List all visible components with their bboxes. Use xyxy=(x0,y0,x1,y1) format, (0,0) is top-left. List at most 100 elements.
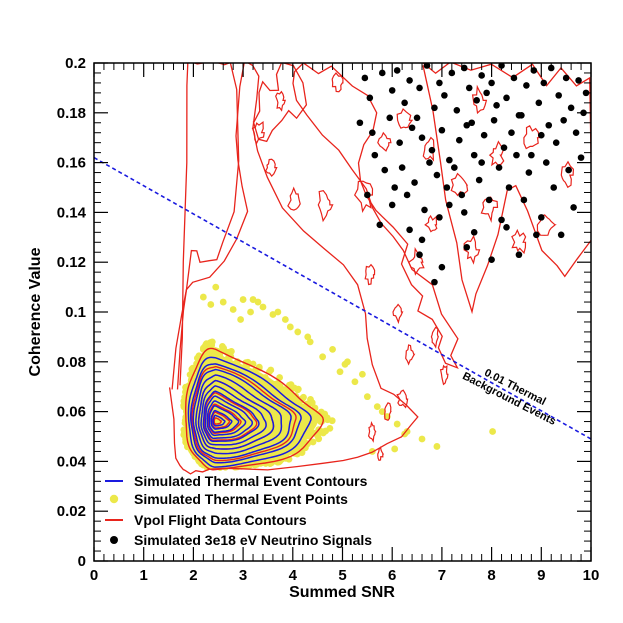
legend-label-vpol-contours: Vpol Flight Data Contours xyxy=(134,512,307,528)
vpol-contour xyxy=(185,347,325,471)
neutrino-signal-point xyxy=(433,171,441,179)
neutrino-signal-point xyxy=(436,79,443,87)
thermal-point xyxy=(328,417,336,425)
thermal-outlier-point xyxy=(207,301,215,308)
thermal-point xyxy=(300,404,307,412)
y-tick-label: 0.1 xyxy=(65,304,86,321)
thermal-outlier-point xyxy=(373,403,381,411)
y-tick-label: 0.16 xyxy=(57,155,86,172)
neutrino-signal-point xyxy=(515,251,523,259)
neutrino-signal-point xyxy=(361,74,369,82)
thermal-outlier-point xyxy=(319,353,327,361)
thermal-outlier-point xyxy=(391,445,399,453)
neutrino-signal-point xyxy=(431,104,438,112)
neutrino-signal-point xyxy=(513,151,520,159)
neutrino-signal-point xyxy=(403,191,411,199)
neutrino-signal-point xyxy=(575,77,582,84)
thermal-point xyxy=(287,381,295,389)
neutrino-signal-point xyxy=(478,159,485,166)
legend-marker-neutrino xyxy=(110,536,118,544)
neutrino-signal-point xyxy=(398,164,406,171)
thermal-contour xyxy=(195,374,283,455)
x-tick-label: 2 xyxy=(189,567,197,584)
vpol-contour-island xyxy=(405,344,416,366)
neutrino-signal-point xyxy=(386,114,394,122)
neutrino-signal-point xyxy=(376,221,384,229)
thermal-point xyxy=(314,432,321,440)
neutrino-signal-points xyxy=(356,63,590,286)
neutrino-signal-point xyxy=(503,224,510,231)
neutrino-signal-point xyxy=(423,63,431,69)
vpol-contour-island xyxy=(384,402,392,422)
neutrino-signal-point xyxy=(406,77,413,84)
vpol-contour-outer xyxy=(252,63,308,143)
vpol-contour-island xyxy=(251,121,265,145)
neutrino-signal-point xyxy=(518,111,525,119)
legend: Simulated Thermal Event Contours Simulat… xyxy=(105,473,372,548)
thermal-point xyxy=(200,344,207,352)
neutrino-signal-point xyxy=(530,67,538,74)
neutrino-signal-point xyxy=(378,69,386,77)
thermal-point xyxy=(276,382,284,390)
thermal-outlier-point xyxy=(433,443,441,450)
neutrino-signal-point xyxy=(560,116,567,124)
neutrino-signal-point xyxy=(498,216,505,224)
thermal-point xyxy=(314,413,322,420)
thermal-outlier-point xyxy=(358,370,366,378)
neutrino-signal-point xyxy=(441,92,448,99)
x-tick-label: 5 xyxy=(338,567,346,584)
neutrino-signal-point xyxy=(508,129,515,137)
x-tick-label: 6 xyxy=(388,567,396,584)
y-tick-label: 0.12 xyxy=(57,254,86,271)
y-tick-label: 0.06 xyxy=(57,404,86,421)
thermal-contour xyxy=(208,405,240,434)
neutrino-signal-point xyxy=(446,156,453,164)
thermal-outlier-point xyxy=(351,378,359,386)
thermal-contour xyxy=(190,363,302,464)
thermal-outlier-point xyxy=(219,298,227,306)
neutrino-signal-point xyxy=(503,94,510,102)
x-tick-label: 7 xyxy=(438,567,446,584)
neutrino-signal-point xyxy=(572,129,580,137)
x-tick-label: 4 xyxy=(289,567,298,584)
thermal-point xyxy=(326,425,334,432)
neutrino-signal-point xyxy=(538,131,545,139)
neutrino-signal-point xyxy=(555,92,562,99)
vpol-contour-island xyxy=(471,84,488,115)
vpol-contour-island xyxy=(317,190,334,223)
y-tick-label: 0.14 xyxy=(57,204,87,221)
thermal-contour xyxy=(200,385,267,446)
x-tick-label: 3 xyxy=(239,567,247,584)
x-axis-title: Summed SNR xyxy=(289,584,395,601)
neutrino-signal-point xyxy=(393,67,401,74)
neutrino-signal-point xyxy=(565,166,572,174)
vpol-contour-outer xyxy=(422,63,591,315)
thermal-contour xyxy=(212,414,226,427)
y-tick-label: 0.08 xyxy=(57,354,86,371)
vpol-contour-outer xyxy=(292,63,459,370)
thermal-point xyxy=(300,393,307,401)
vpol-contour-island xyxy=(353,180,374,213)
y-tick-label: 0.04 xyxy=(57,453,87,470)
thermal-point xyxy=(307,425,314,433)
thermal-contour xyxy=(206,400,247,437)
thermal-outlier-point xyxy=(378,408,386,415)
neutrino-signal-point xyxy=(562,74,570,82)
vpol-contour-outer xyxy=(176,63,240,390)
x-tick-label: 0 xyxy=(90,567,98,584)
neutrino-signal-point xyxy=(533,231,540,239)
thermal-outlier-point xyxy=(259,303,267,311)
thermal-contour xyxy=(204,395,254,440)
thermal-outlier-point xyxy=(306,338,314,346)
legend-marker-thermal-points xyxy=(109,494,119,504)
thermal-outlier-point xyxy=(294,328,302,336)
thermal-point xyxy=(207,339,214,346)
thermal-outlier-point xyxy=(363,393,371,401)
neutrino-signal-point xyxy=(545,121,553,129)
neutrino-signal-point xyxy=(453,107,461,114)
thermal-contour xyxy=(210,409,233,430)
neutrino-signal-point xyxy=(406,226,413,234)
neutrino-signal-point xyxy=(421,206,428,214)
neutrino-signal-point xyxy=(366,94,374,102)
